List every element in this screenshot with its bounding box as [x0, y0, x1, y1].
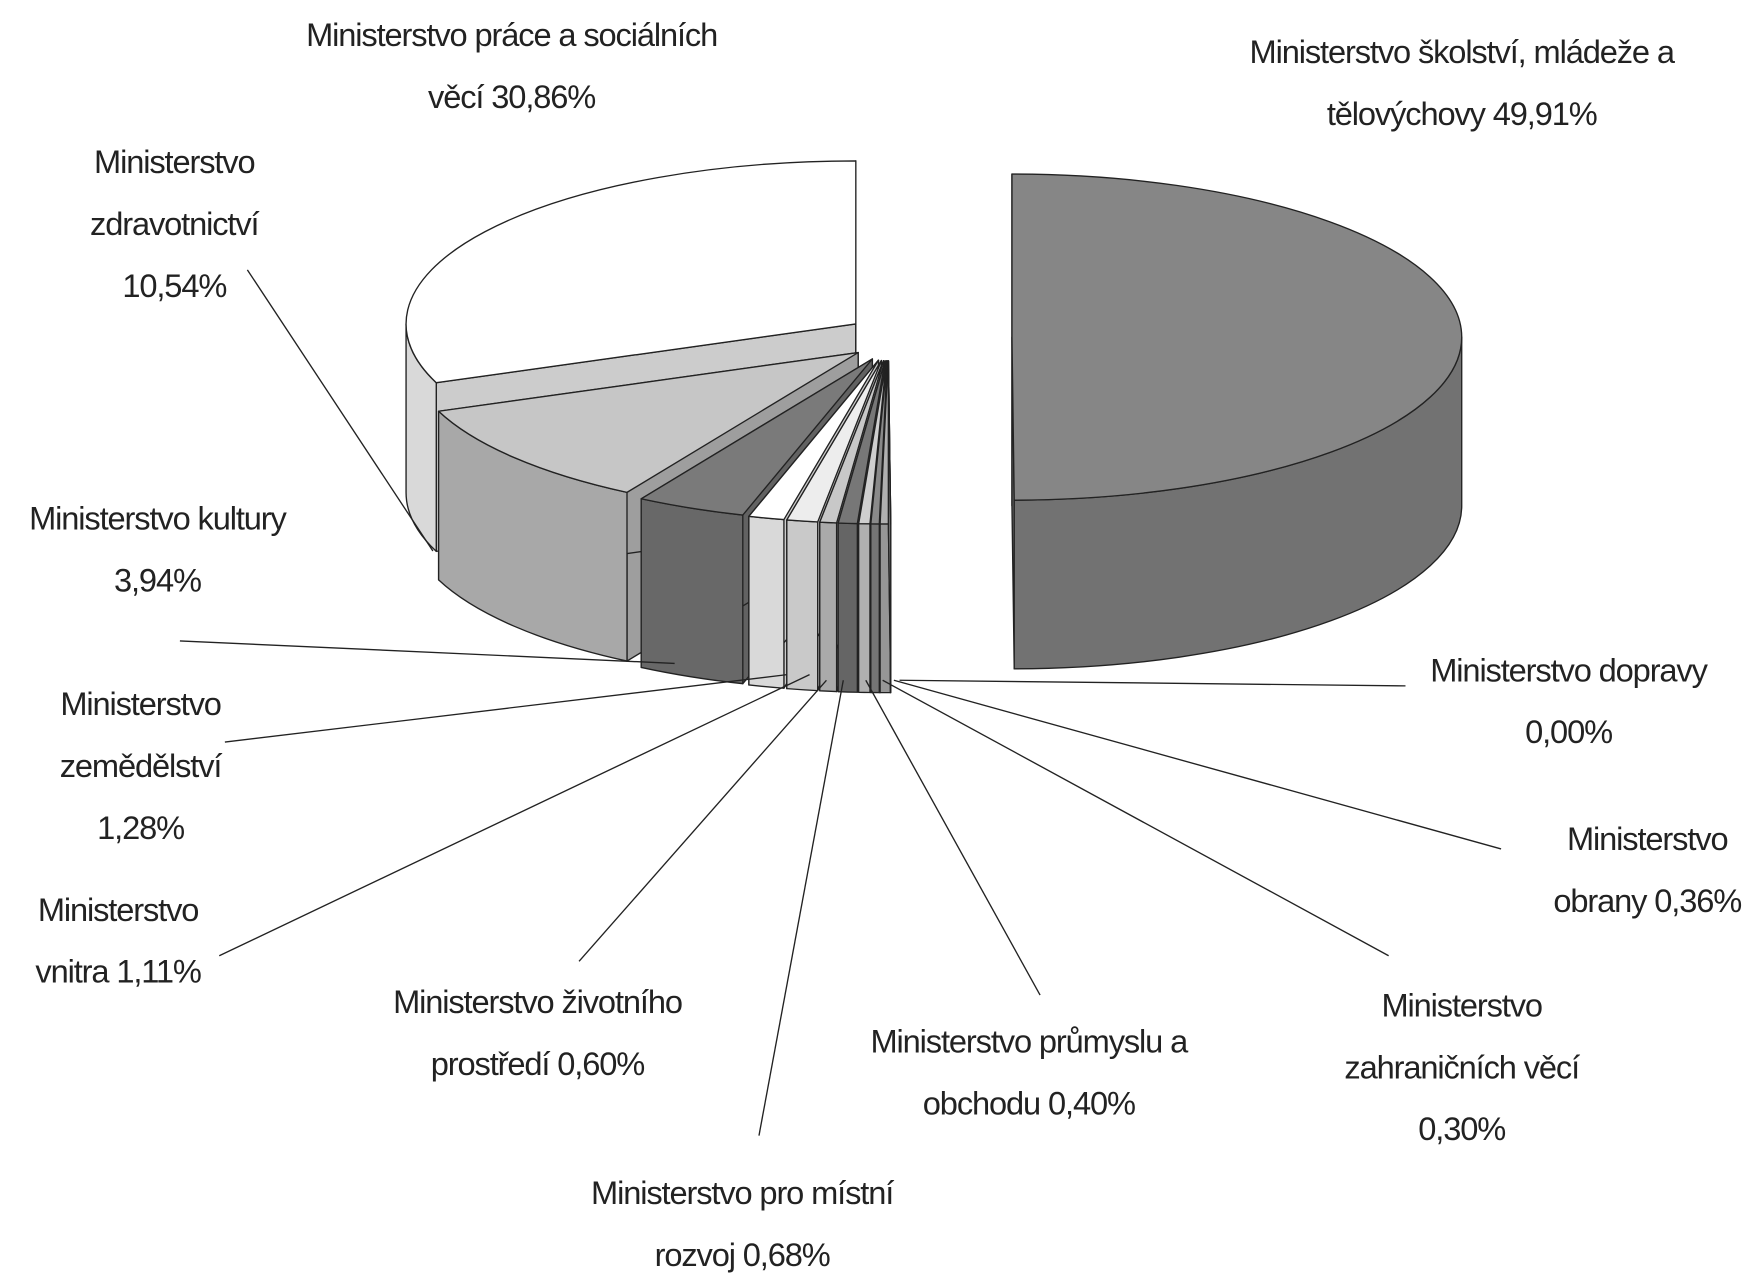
slice-name: Ministerstvo průmyslu a obchodu [870, 1024, 1189, 1123]
slice-name: Ministerstvo životního prostředí [393, 984, 683, 1083]
slice-top [1011, 173, 1463, 501]
leader-line [893, 679, 1502, 850]
slice-value: 30,86% [491, 79, 596, 116]
slice-label: Ministerstvo zdravotnictví 10,54% [62, 133, 287, 319]
slice-name: Ministerstvo vnitra [35, 892, 199, 991]
slice-value: 49,91% [1492, 96, 1598, 133]
slice-name: Ministerstvo školství, mládeže a tělovýc… [1249, 34, 1675, 133]
slice-name: Ministerstvo pro místní rozvoj [591, 1176, 894, 1274]
slice-side [837, 522, 859, 693]
slice-top [405, 160, 857, 384]
slice-label: Ministerstvo životního prostředí 0,60% [369, 973, 706, 1097]
slice-label: Ministerstvo zahraničních věcí 0,30% [1310, 976, 1614, 1162]
slice-top [640, 358, 874, 516]
slice-name: Ministerstvo obrany [1553, 821, 1728, 920]
slice-side [819, 521, 838, 693]
slice-side [640, 498, 744, 685]
slice-label: Ministerstvo průmyslu a obchodu 0,40% [838, 1012, 1220, 1136]
slice-top [819, 360, 885, 524]
slice-value: 0,68% [742, 1237, 831, 1274]
slice-value: 0,30% [1418, 1112, 1506, 1149]
slice-name: Ministerstvo zdravotnictví [90, 145, 260, 243]
slice [887, 360, 892, 694]
slice-value: 1,28% [97, 810, 185, 847]
slice-value: 0,00% [1525, 715, 1613, 752]
slice [1011, 173, 1463, 670]
slice-label: Ministerstvo dopravy 0,00% [1422, 641, 1714, 765]
leader-line [179, 640, 675, 665]
slice-side [870, 523, 880, 694]
leader-line [758, 680, 844, 1136]
slice-top [837, 360, 886, 525]
slice-name: Ministerstvo dopravy [1430, 653, 1708, 690]
slice-value: 0,60% [557, 1046, 645, 1083]
slice-side [748, 515, 785, 689]
leader-line [224, 673, 788, 743]
slice-value: 10,54% [122, 268, 227, 305]
slice-label: Ministerstvo kultury 3,94% [28, 489, 287, 613]
leader-line [246, 269, 434, 552]
slice-label: Ministerstvo zemědělství 1,28% [28, 675, 253, 861]
leader-line [882, 679, 1389, 957]
leader-line [865, 679, 1041, 996]
slice-top [748, 359, 880, 521]
slice-label: Ministerstvo obrany 0,36% [1524, 810, 1763, 934]
slice-value: 1,11% [116, 954, 202, 991]
slice-label: Ministerstvo pro místní rozvoj 0,68% [573, 1164, 910, 1281]
slice-label: Ministerstvo práce a sociálních věcí 30,… [298, 6, 725, 130]
slice-name: Ministerstvo práce a sociálních věcí [306, 17, 718, 116]
leader-line [578, 679, 827, 962]
slice-top [437, 351, 859, 494]
slice-value: 3,94% [113, 563, 202, 600]
slice-name: Ministerstvo zemědělství [59, 687, 223, 785]
slice-side [857, 522, 871, 694]
slice-top [887, 360, 892, 525]
leader-line [899, 679, 1406, 687]
slice-value: 0,36% [1654, 883, 1742, 920]
slice-label: Ministerstvo vnitra 1,11% [6, 880, 231, 1004]
slice-top [857, 360, 888, 525]
slice-top [786, 359, 883, 523]
slice-name: Ministerstvo kultury [29, 501, 287, 538]
slice-name: Ministerstvo zahraničních věcí [1344, 988, 1580, 1087]
leader-line [218, 674, 810, 957]
slice-top [870, 360, 888, 525]
slice-label: Ministerstvo školství, mládeže a tělovýc… [1226, 22, 1698, 146]
slice-side [786, 519, 819, 692]
slice-value: 0,40% [1047, 1086, 1136, 1123]
